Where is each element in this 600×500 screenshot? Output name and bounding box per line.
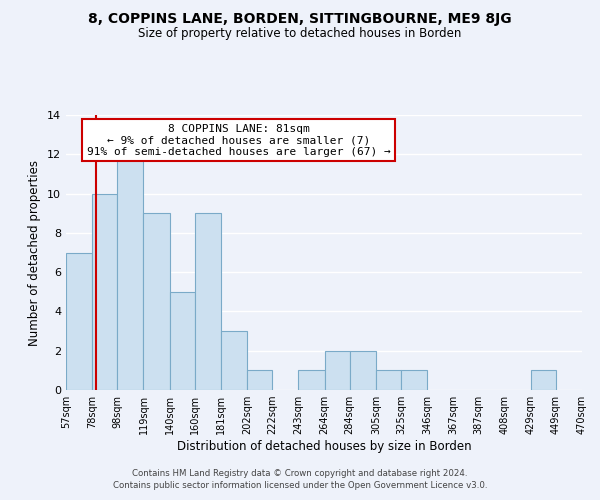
Bar xyxy=(117,154,143,390)
Bar xyxy=(325,350,350,390)
Bar xyxy=(170,292,194,390)
Bar xyxy=(298,370,325,390)
Bar xyxy=(66,252,92,390)
Bar xyxy=(376,370,401,390)
Text: Contains HM Land Registry data © Crown copyright and database right 2024.: Contains HM Land Registry data © Crown c… xyxy=(132,468,468,477)
Bar xyxy=(92,194,117,390)
Y-axis label: Number of detached properties: Number of detached properties xyxy=(28,160,41,346)
X-axis label: Distribution of detached houses by size in Borden: Distribution of detached houses by size … xyxy=(176,440,472,453)
Text: 8 COPPINS LANE: 81sqm
← 9% of detached houses are smaller (7)
91% of semi-detach: 8 COPPINS LANE: 81sqm ← 9% of detached h… xyxy=(86,124,390,157)
Bar xyxy=(350,350,376,390)
Text: Contains public sector information licensed under the Open Government Licence v3: Contains public sector information licen… xyxy=(113,481,487,490)
Bar xyxy=(221,331,247,390)
Bar xyxy=(401,370,427,390)
Bar xyxy=(531,370,556,390)
Bar xyxy=(247,370,272,390)
Bar xyxy=(143,213,170,390)
Text: 8, COPPINS LANE, BORDEN, SITTINGBOURNE, ME9 8JG: 8, COPPINS LANE, BORDEN, SITTINGBOURNE, … xyxy=(88,12,512,26)
Text: Size of property relative to detached houses in Borden: Size of property relative to detached ho… xyxy=(139,28,461,40)
Bar xyxy=(194,213,221,390)
